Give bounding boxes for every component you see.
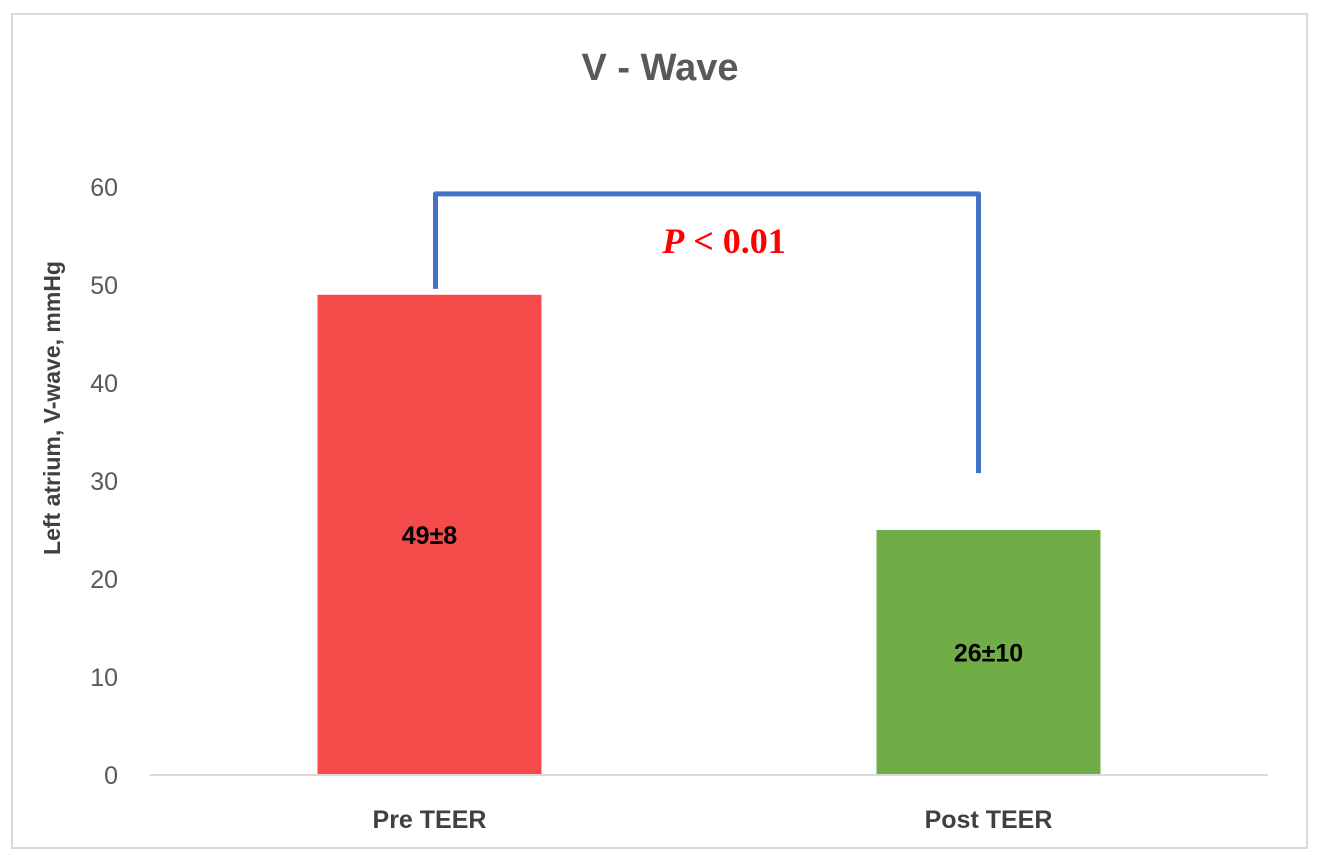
- chart-title: V - Wave: [582, 47, 739, 89]
- p-value-text: < 0.01: [684, 221, 786, 261]
- category-label: Post TEER: [925, 806, 1053, 834]
- data-label: 49±8: [402, 522, 458, 550]
- data-label: 26±10: [954, 640, 1023, 668]
- y-axis-label: Left atrium, V-wave, mmHg: [39, 261, 65, 555]
- data-labels: 49±8 26±10: [402, 522, 1023, 668]
- y-tick-label: 40: [90, 370, 118, 398]
- y-tick-label: 60: [90, 174, 118, 202]
- y-axis-ticks: 0 10 20 30 40 50 60: [90, 174, 118, 790]
- y-tick-label: 10: [90, 664, 118, 692]
- category-labels: Pre TEER Post TEER: [373, 806, 1053, 834]
- bars: [317, 294, 1101, 775]
- bar: [876, 530, 1101, 775]
- significance-bracket: [433, 191, 981, 474]
- y-tick-label: 20: [90, 566, 118, 594]
- y-tick-label: 0: [104, 762, 118, 790]
- p-value-annotation: P < 0.01: [661, 221, 786, 261]
- y-tick-label: 50: [90, 272, 118, 300]
- y-tick-label: 30: [90, 468, 118, 496]
- bar: [317, 294, 542, 775]
- category-label: Pre TEER: [373, 806, 487, 834]
- p-symbol: P: [661, 221, 685, 261]
- bracket-line: [433, 191, 981, 474]
